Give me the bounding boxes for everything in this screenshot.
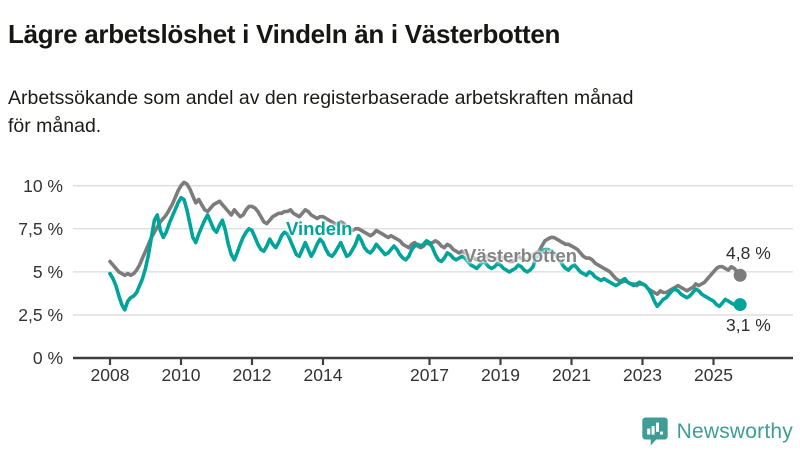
- x-tick-label: 2023: [623, 365, 662, 385]
- x-tick-label: 2008: [90, 365, 130, 385]
- x-tick-label: 2012: [232, 365, 272, 385]
- series-label-vasterbotten: Västerbotten: [464, 245, 578, 266]
- chart-subtitle: Arbetssökande som andel av den registerb…: [8, 84, 792, 140]
- series-line-vindeln: [108, 196, 742, 312]
- page-title: Lägre arbetslöshet i Vindeln än i Väster…: [8, 19, 561, 50]
- plot-svg: [73, 180, 793, 365]
- y-tick-label: 5 %: [32, 261, 63, 282]
- x-tick-label: 2019: [481, 365, 520, 385]
- x-tick-label: 2017: [410, 365, 449, 385]
- y-tick-label: 7,5 %: [18, 218, 63, 239]
- series-label-vindeln: Vindeln: [286, 218, 353, 239]
- y-tick-label: 0 %: [32, 348, 63, 368]
- series-end-dot-västerbotten: [733, 268, 747, 282]
- subtitle-line-2: för månad.: [8, 114, 102, 137]
- x-tick-label: 2025: [694, 365, 733, 385]
- newsworthy-logo-icon: [641, 417, 668, 446]
- x-tick-label: 2021: [552, 365, 591, 385]
- x-tick-label: 2010: [161, 365, 201, 385]
- series-line-västerbotten: [108, 180, 742, 297]
- newsworthy-brand: Newsworthy: [641, 417, 793, 446]
- x-tick-label: 2014: [303, 365, 343, 385]
- newsworthy-wordmark: Newsworthy: [676, 419, 793, 443]
- y-tick-label: 2,5 %: [18, 304, 63, 325]
- subtitle-line-1: Arbetssökande som andel av den registerb…: [8, 86, 634, 109]
- end-value-label-vasterbotten: 4,8 %: [726, 243, 771, 263]
- series-end-dot-vindeln: [733, 298, 747, 312]
- end-value-label-vindeln: 3,1 %: [726, 315, 771, 335]
- y-tick-label: 10 %: [23, 175, 63, 196]
